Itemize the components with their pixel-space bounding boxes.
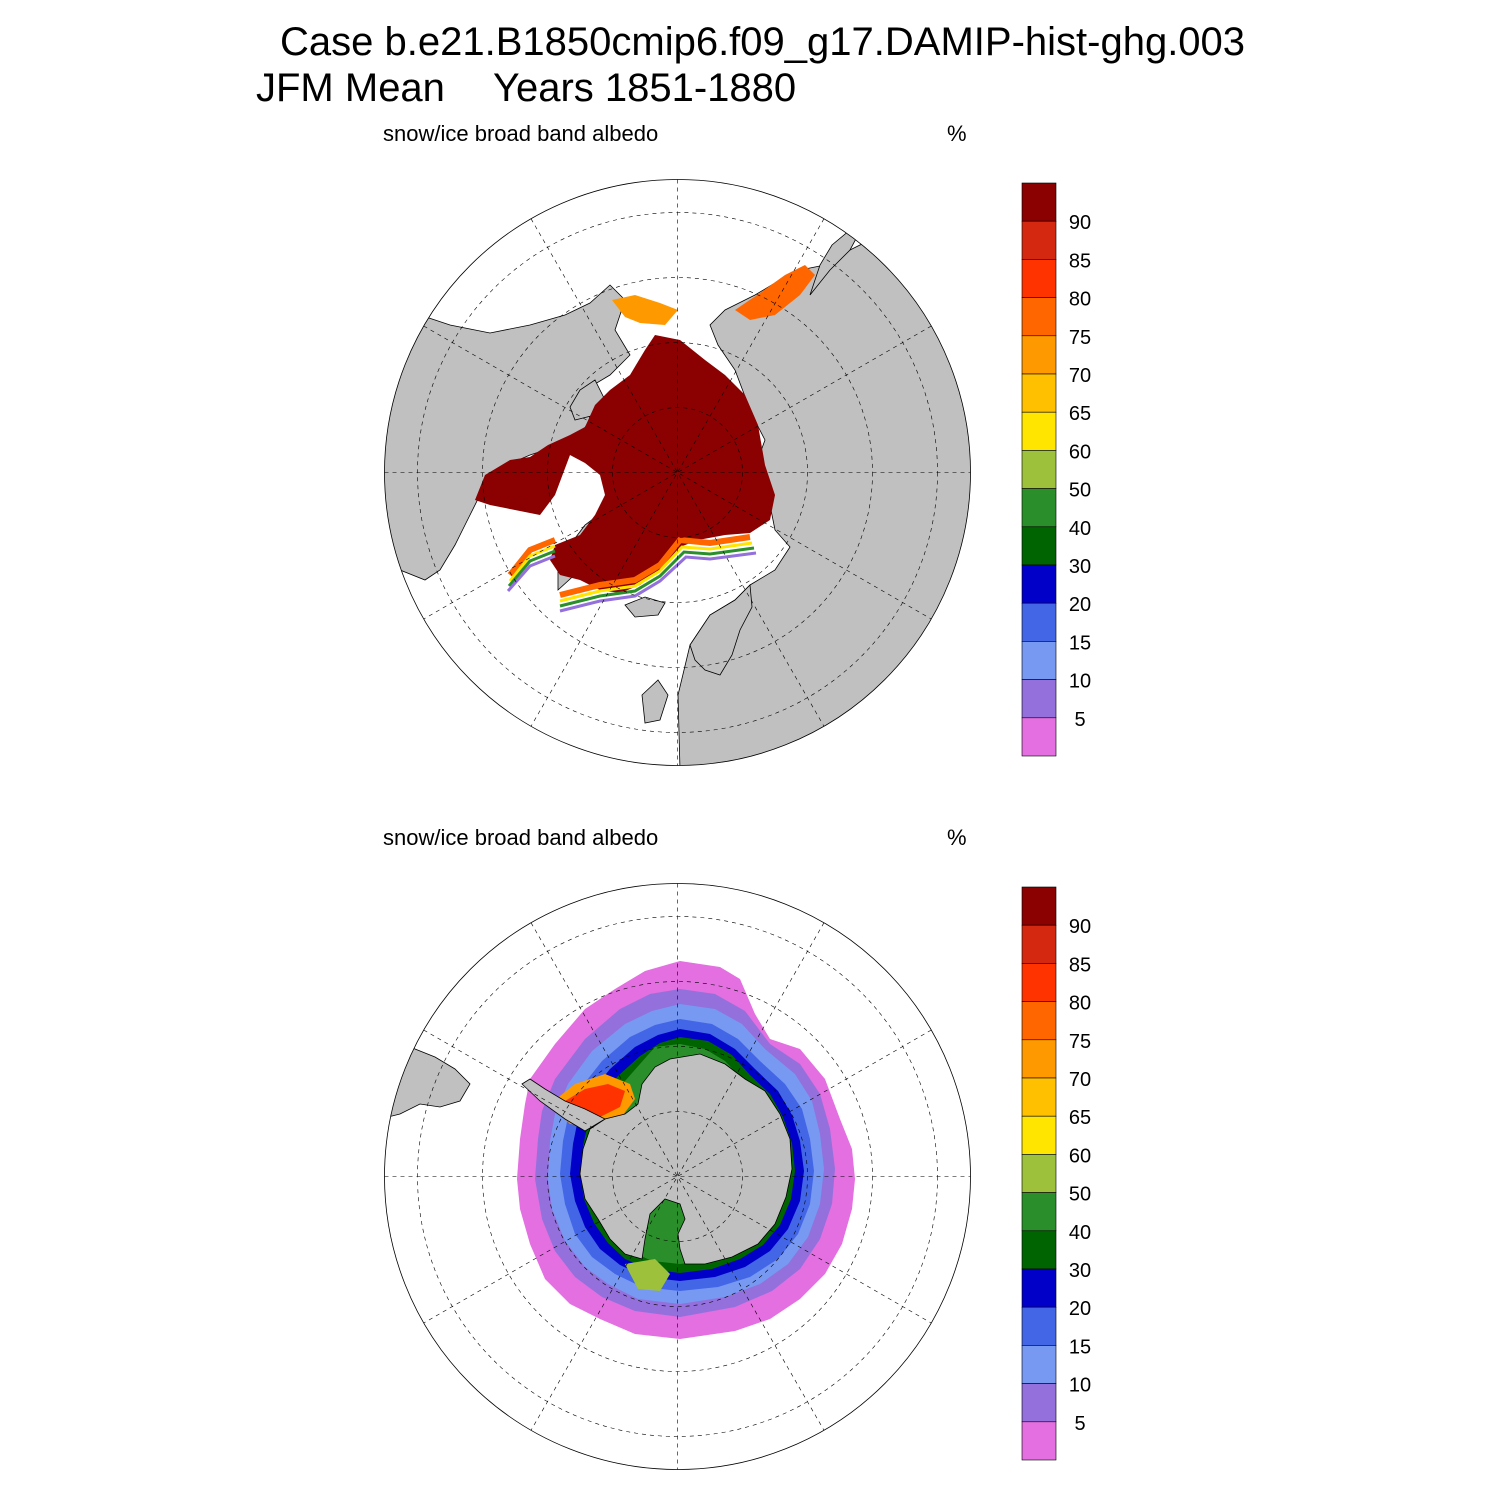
north-colorbar-tick-label: 80	[1069, 289, 1091, 311]
north-land-iceland	[624, 596, 666, 618]
north-colorbar-swatch-9	[1021, 526, 1057, 566]
north-land-british-isles	[641, 679, 669, 724]
south-colorbar-tick-label: 40	[1069, 1222, 1091, 1244]
north-colorbar-tick-label: 40	[1069, 518, 1091, 540]
north-colorbar-tick-label: 20	[1069, 594, 1091, 616]
north-colorbar-swatch-3	[1021, 297, 1057, 337]
south-colorbar-tick-label: 5	[1074, 1413, 1085, 1435]
south-colorbar-swatch-13	[1021, 1383, 1057, 1423]
south-colorbar-tick-label: 65	[1069, 1107, 1091, 1129]
north-marginal-ice-band-3	[507, 546, 755, 608]
north-colorbar-swatch-2	[1021, 259, 1057, 298]
years-label: Years 1851-1880	[492, 66, 797, 110]
south-colorbar-tick-label: 80	[1069, 993, 1091, 1015]
south-colorbar-swatch-8	[1021, 1192, 1057, 1232]
north-colorbar-tick-label: 85	[1069, 250, 1091, 272]
south-colorbar-tick-label: 15	[1069, 1336, 1091, 1358]
case-title: Case b.e21.B1850cmip6.f09_g17.DAMIP-hist…	[280, 20, 1246, 64]
south-colorbar-swatch-2	[1021, 963, 1057, 1002]
south-colorbar-swatch-1	[1021, 924, 1057, 964]
north-colorbar-swatch-8	[1021, 488, 1057, 528]
south-colorbar-swatch-12	[1021, 1345, 1057, 1384]
south-colorbar: 90 85 80 75 70 65 60 50 40 30 20 15 10 5	[1021, 886, 1091, 1461]
south-colorbar-swatch-11	[1021, 1306, 1057, 1346]
south-colorbar-swatch-6	[1021, 1115, 1057, 1155]
south-colorbar-tick-label: 30	[1069, 1260, 1091, 1282]
north-colorbar-tick-label: 90	[1069, 212, 1091, 234]
north-colorbar-swatch-10	[1021, 564, 1057, 604]
north-graticule	[384, 179, 971, 766]
south-colorbar-swatch-4	[1021, 1039, 1057, 1079]
north-map-border	[384, 179, 971, 766]
north-colorbar-swatch-1	[1021, 220, 1057, 260]
south-colorbar-swatch-9	[1021, 1230, 1057, 1270]
north-land-scandinavia	[689, 584, 753, 676]
north-colorbar-tick-label: 70	[1069, 365, 1091, 387]
north-marginal-ice-band-2	[508, 541, 753, 603]
north-colorbar-swatch-12	[1021, 641, 1057, 680]
north-okhotsk-ice	[735, 265, 815, 320]
north-colorbar-swatch-14	[1021, 717, 1057, 757]
north-colorbar-tick-label: 30	[1069, 556, 1091, 578]
season-years-line: JFM Mean Years 1851-1880	[256, 66, 796, 110]
south-colorbar-tick-label: 85	[1069, 954, 1091, 976]
north-bering-ice	[612, 295, 678, 325]
south-colorbar-tick-label: 20	[1069, 1298, 1091, 1320]
south-map-border	[384, 883, 971, 1470]
north-colorbar-swatch-6	[1021, 411, 1057, 451]
south-polar-map	[384, 883, 971, 1470]
north-colorbar-swatch-7	[1021, 450, 1057, 489]
south-colorbar-swatch-14	[1021, 1421, 1057, 1461]
north-sea-ice-core	[475, 335, 775, 593]
south-colorbar-tick-label: 10	[1069, 1375, 1091, 1397]
north-marginal-ice-band	[507, 534, 751, 598]
south-colorbar-swatch-7	[1021, 1154, 1057, 1193]
north-colorbar-tick-label: 60	[1069, 441, 1091, 463]
north-colorbar-swatch-11	[1021, 602, 1057, 642]
north-colorbar-tick-label: 15	[1069, 632, 1091, 654]
south-graticule	[384, 883, 971, 1470]
north-colorbar: 90 85 80 75 70 65 60 50 40 30 20 15 10 5	[1021, 182, 1091, 757]
south-land-antarctic-peninsula	[521, 1078, 606, 1132]
south-colorbar-tick-label: 90	[1069, 916, 1091, 938]
south-colorbar-tick-label: 50	[1069, 1184, 1091, 1206]
south-colorbar-swatch-3	[1021, 1001, 1057, 1041]
north-units-label: %	[947, 121, 967, 146]
north-colorbar-tick-label: 10	[1069, 671, 1091, 693]
north-colorbar-swatch-13	[1021, 679, 1057, 719]
north-colorbar-swatch-4	[1021, 335, 1057, 375]
north-colorbar-swatch-0	[1021, 182, 1057, 222]
south-colorbar-swatch-5	[1021, 1077, 1057, 1117]
season-label: JFM Mean	[256, 66, 445, 110]
south-variable-label: snow/ice broad band albedo	[383, 825, 659, 850]
south-colorbar-tick-label: 75	[1069, 1031, 1091, 1053]
south-colorbar-tick-label: 60	[1069, 1145, 1091, 1167]
north-colorbar-swatch-5	[1021, 373, 1057, 413]
north-colorbar-tick-label: 50	[1069, 480, 1091, 502]
north-colorbar-tick-label: 75	[1069, 327, 1091, 349]
north-marginal-ice-band-4	[506, 551, 757, 613]
north-variable-label: snow/ice broad band albedo	[383, 121, 659, 146]
south-colorbar-swatch-10	[1021, 1268, 1057, 1308]
north-colorbar-tick-label: 5	[1074, 709, 1085, 731]
south-ross-ice	[625, 1259, 670, 1291]
north-polar-map	[384, 179, 971, 766]
south-land-antarctica	[579, 1053, 793, 1265]
south-colorbar-tick-label: 70	[1069, 1069, 1091, 1091]
south-colorbar-swatch-0	[1021, 886, 1057, 926]
north-colorbar-tick-label: 65	[1069, 403, 1091, 425]
south-units-label: %	[947, 825, 967, 850]
